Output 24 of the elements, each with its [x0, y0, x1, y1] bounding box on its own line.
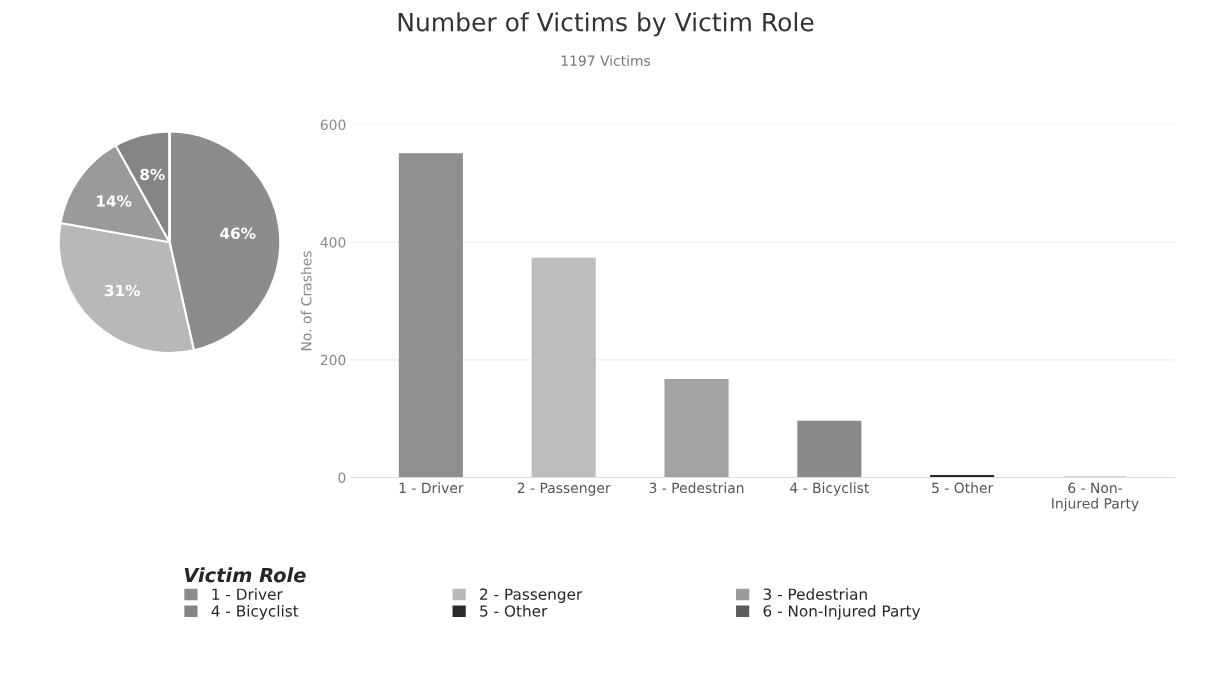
y-tick-label: 400	[320, 237, 346, 248]
legend-label: 6 - Non-Injured Party	[763, 604, 921, 620]
legend-title: Victim Role	[184, 567, 306, 583]
y-tick-label: 600	[320, 119, 346, 131]
x-tick-label: 3 - Pedestrian	[649, 482, 744, 494]
chart-title: Number of Victims by Victim Role	[398, 12, 814, 37]
y-tick-label: 200	[320, 354, 346, 366]
chart-subtitle: 1197 Victims	[561, 55, 651, 66]
legend-label: 2 - Passenger	[480, 588, 583, 603]
legend-label: 1 - Driver	[212, 588, 283, 600]
data-label: 8%	[140, 168, 165, 181]
x-tick-label: 1 - Driver	[399, 482, 464, 494]
data-label: 46%	[220, 227, 256, 240]
x-tick-label: 5 - Other	[932, 482, 994, 494]
legend-label: 5 - Other	[480, 604, 548, 617]
legend-label: 4 - Bicyclist	[211, 604, 299, 620]
y-axis-title: No. of Crashes	[300, 251, 312, 351]
x-tick-label: 6 - Non- Injured Party	[1052, 482, 1139, 512]
x-tick-label: 2 - Passenger	[517, 482, 611, 496]
y-tick-label: 0	[338, 472, 346, 483]
data-label: 14%	[97, 195, 132, 207]
data-label: 31%	[104, 284, 140, 297]
x-tick-label: 4 - Bicyclist	[790, 482, 869, 496]
legend-label: 3 - Pedestrian	[763, 588, 867, 600]
